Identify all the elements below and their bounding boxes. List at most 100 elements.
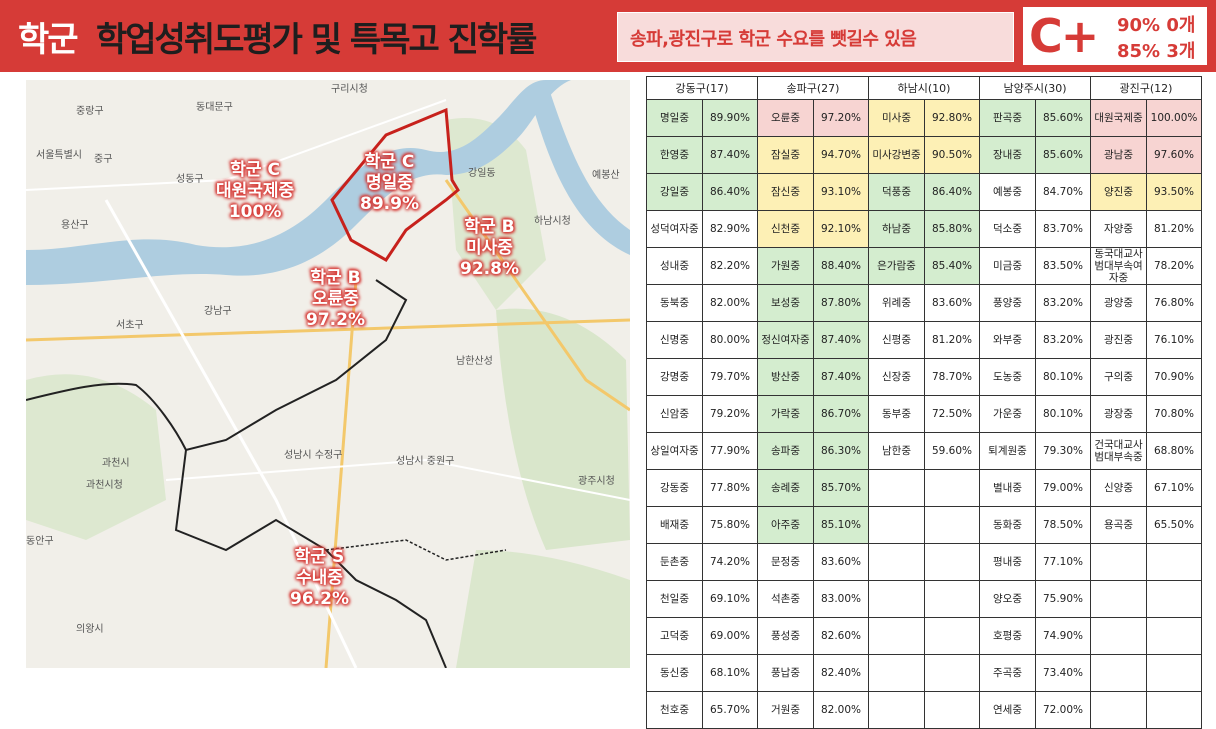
school-name-cell — [1090, 654, 1147, 692]
school-name-cell — [868, 506, 925, 544]
annotation-line: 명일중 — [366, 173, 413, 193]
map-label: 동안구 — [26, 536, 54, 547]
school-name-cell: 풍양중 — [979, 284, 1036, 322]
school-name-cell: 양오중 — [979, 580, 1036, 618]
rate-cell: 68.10% — [702, 654, 758, 692]
annotation-line: 97.2% — [306, 310, 365, 330]
school-name-cell: 자양중 — [1090, 210, 1147, 248]
rate-cell: 94.70% — [813, 136, 869, 174]
rate-cell: 87.40% — [813, 358, 869, 396]
header-songpa: 송파구(27) — [757, 76, 869, 100]
rate-cell: 59.60% — [924, 432, 980, 470]
rate-cell: 92.80% — [924, 99, 980, 137]
rate-cell: 87.40% — [813, 321, 869, 359]
rate-cell: 82.00% — [813, 691, 869, 729]
school-name-cell — [868, 654, 925, 692]
school-name-cell — [1090, 691, 1147, 729]
header-gwangjin: 광진구(12) — [1090, 76, 1202, 100]
rate-cell: 77.80% — [702, 469, 758, 507]
school-name-cell: 둔촌중 — [646, 543, 703, 581]
rate-cell: 80.00% — [702, 321, 758, 359]
map-label: 서초구 — [116, 320, 144, 331]
annotation-daewon: 학군 C 대원국제중 100% — [216, 160, 294, 223]
map-label: 성남시 수정구 — [284, 450, 343, 461]
rate-cell: 67.10% — [1146, 469, 1202, 507]
annotation-line: 89.9% — [360, 194, 419, 214]
annotation-line: 학군 B — [464, 217, 515, 237]
rate-cell: 85.80% — [924, 210, 980, 248]
rate-cell: 72.00% — [1035, 691, 1091, 729]
rate-cell: 78.50% — [1035, 506, 1091, 544]
annotation-line: 오륜중 — [312, 289, 359, 309]
rate-cell: 83.20% — [1035, 321, 1091, 359]
school-name-cell: 가락중 — [757, 395, 814, 433]
annotation-line: 학군 B — [310, 268, 361, 288]
table-row: 성내중 82.20% 가원중 88.40% 은가람중 85.40% 미금중 83.50% 동국대… — [646, 247, 1202, 285]
map-label: 구리시청 — [331, 84, 368, 95]
rate-cell: 77.90% — [702, 432, 758, 470]
map-label: 하남시청 — [534, 216, 571, 227]
rate-cell: 93.50% — [1146, 173, 1202, 211]
annotation-line: 92.8% — [460, 259, 519, 279]
school-name-cell: 송파중 — [757, 432, 814, 470]
rate-cell: 80.10% — [1035, 395, 1091, 433]
grade-line-85: 85% 3개 — [1117, 41, 1196, 62]
header-gangdong: 강동구(17) — [646, 76, 758, 100]
rate-cell: 97.60% — [1146, 136, 1202, 174]
map-label: 서울특별시 — [36, 150, 82, 161]
map-label: 성동구 — [176, 174, 204, 185]
school-name-cell: 위례중 — [868, 284, 925, 322]
table-row: 고덕중 69.00% 풍성중 82.60% 호평중 74.90% — [646, 617, 1202, 655]
rate-cell — [1146, 654, 1202, 692]
rate-cell — [924, 469, 980, 507]
school-name-cell — [1090, 580, 1147, 618]
school-name-cell: 평내중 — [979, 543, 1036, 581]
grade-line-90: 90% 0개 — [1117, 15, 1196, 36]
rate-cell: 85.60% — [1035, 136, 1091, 174]
rate-cell: 82.60% — [813, 617, 869, 655]
rate-cell: 82.00% — [702, 284, 758, 322]
rate-cell: 69.10% — [702, 580, 758, 618]
rate-cell: 86.30% — [813, 432, 869, 470]
school-name-cell: 잠실중 — [757, 136, 814, 174]
rate-cell: 80.10% — [1035, 358, 1091, 396]
map-label: 용산구 — [61, 220, 89, 231]
school-name-cell — [1090, 543, 1147, 581]
school-name-cell: 은가람중 — [868, 247, 925, 285]
school-name-cell — [1090, 617, 1147, 655]
school-name-cell — [868, 691, 925, 729]
school-name-cell — [868, 580, 925, 618]
map-label: 성남시 중원구 — [396, 456, 455, 467]
school-name-cell: 용곡중 — [1090, 506, 1147, 544]
map-label: 광주시청 — [578, 476, 615, 487]
school-name-cell: 미사중 — [868, 99, 925, 137]
grade-box: C+ 90% 0개 85% 3개 — [1023, 7, 1207, 65]
school-name-cell: 남한중 — [868, 432, 925, 470]
annotation-line: 100% — [228, 202, 282, 222]
school-name-cell: 방산중 — [757, 358, 814, 396]
school-name-cell: 구의중 — [1090, 358, 1147, 396]
table-row: 성덕여자중 82.90% 신천중 92.10% 하남중 85.80% 덕소중 83.70% 자양… — [646, 210, 1202, 248]
annotation-line: 학군 C — [364, 152, 415, 172]
rate-cell: 83.60% — [924, 284, 980, 322]
rate-cell: 74.90% — [1035, 617, 1091, 655]
rate-cell: 81.20% — [1146, 210, 1202, 248]
school-name-cell: 도농중 — [979, 358, 1036, 396]
table-row: 신암중 79.20% 가락중 86.70% 동부중 72.50% 가운중 80.10% 광장중 7… — [646, 395, 1202, 433]
school-name-cell — [868, 617, 925, 655]
achievement-table: 강동구(17) 송파구(27) 하남시(10) 남양주시(30) 광진구(12)… — [646, 76, 1202, 729]
rate-cell: 83.20% — [1035, 284, 1091, 322]
school-name-cell: 대원국제중 — [1090, 99, 1147, 137]
rate-cell: 79.20% — [702, 395, 758, 433]
rate-cell — [924, 580, 980, 618]
map-label: 강남구 — [204, 306, 232, 317]
rate-cell: 83.50% — [1035, 247, 1091, 285]
rate-cell: 65.70% — [702, 691, 758, 729]
school-name-cell: 덕소중 — [979, 210, 1036, 248]
school-name-cell: 성덕여자중 — [646, 210, 703, 248]
school-name-cell: 미금중 — [979, 247, 1036, 285]
school-name-cell: 신암중 — [646, 395, 703, 433]
school-name-cell: 동국대교사범대부속여자중 — [1090, 247, 1147, 285]
rate-cell: 78.20% — [1146, 247, 1202, 285]
school-name-cell: 문정중 — [757, 543, 814, 581]
